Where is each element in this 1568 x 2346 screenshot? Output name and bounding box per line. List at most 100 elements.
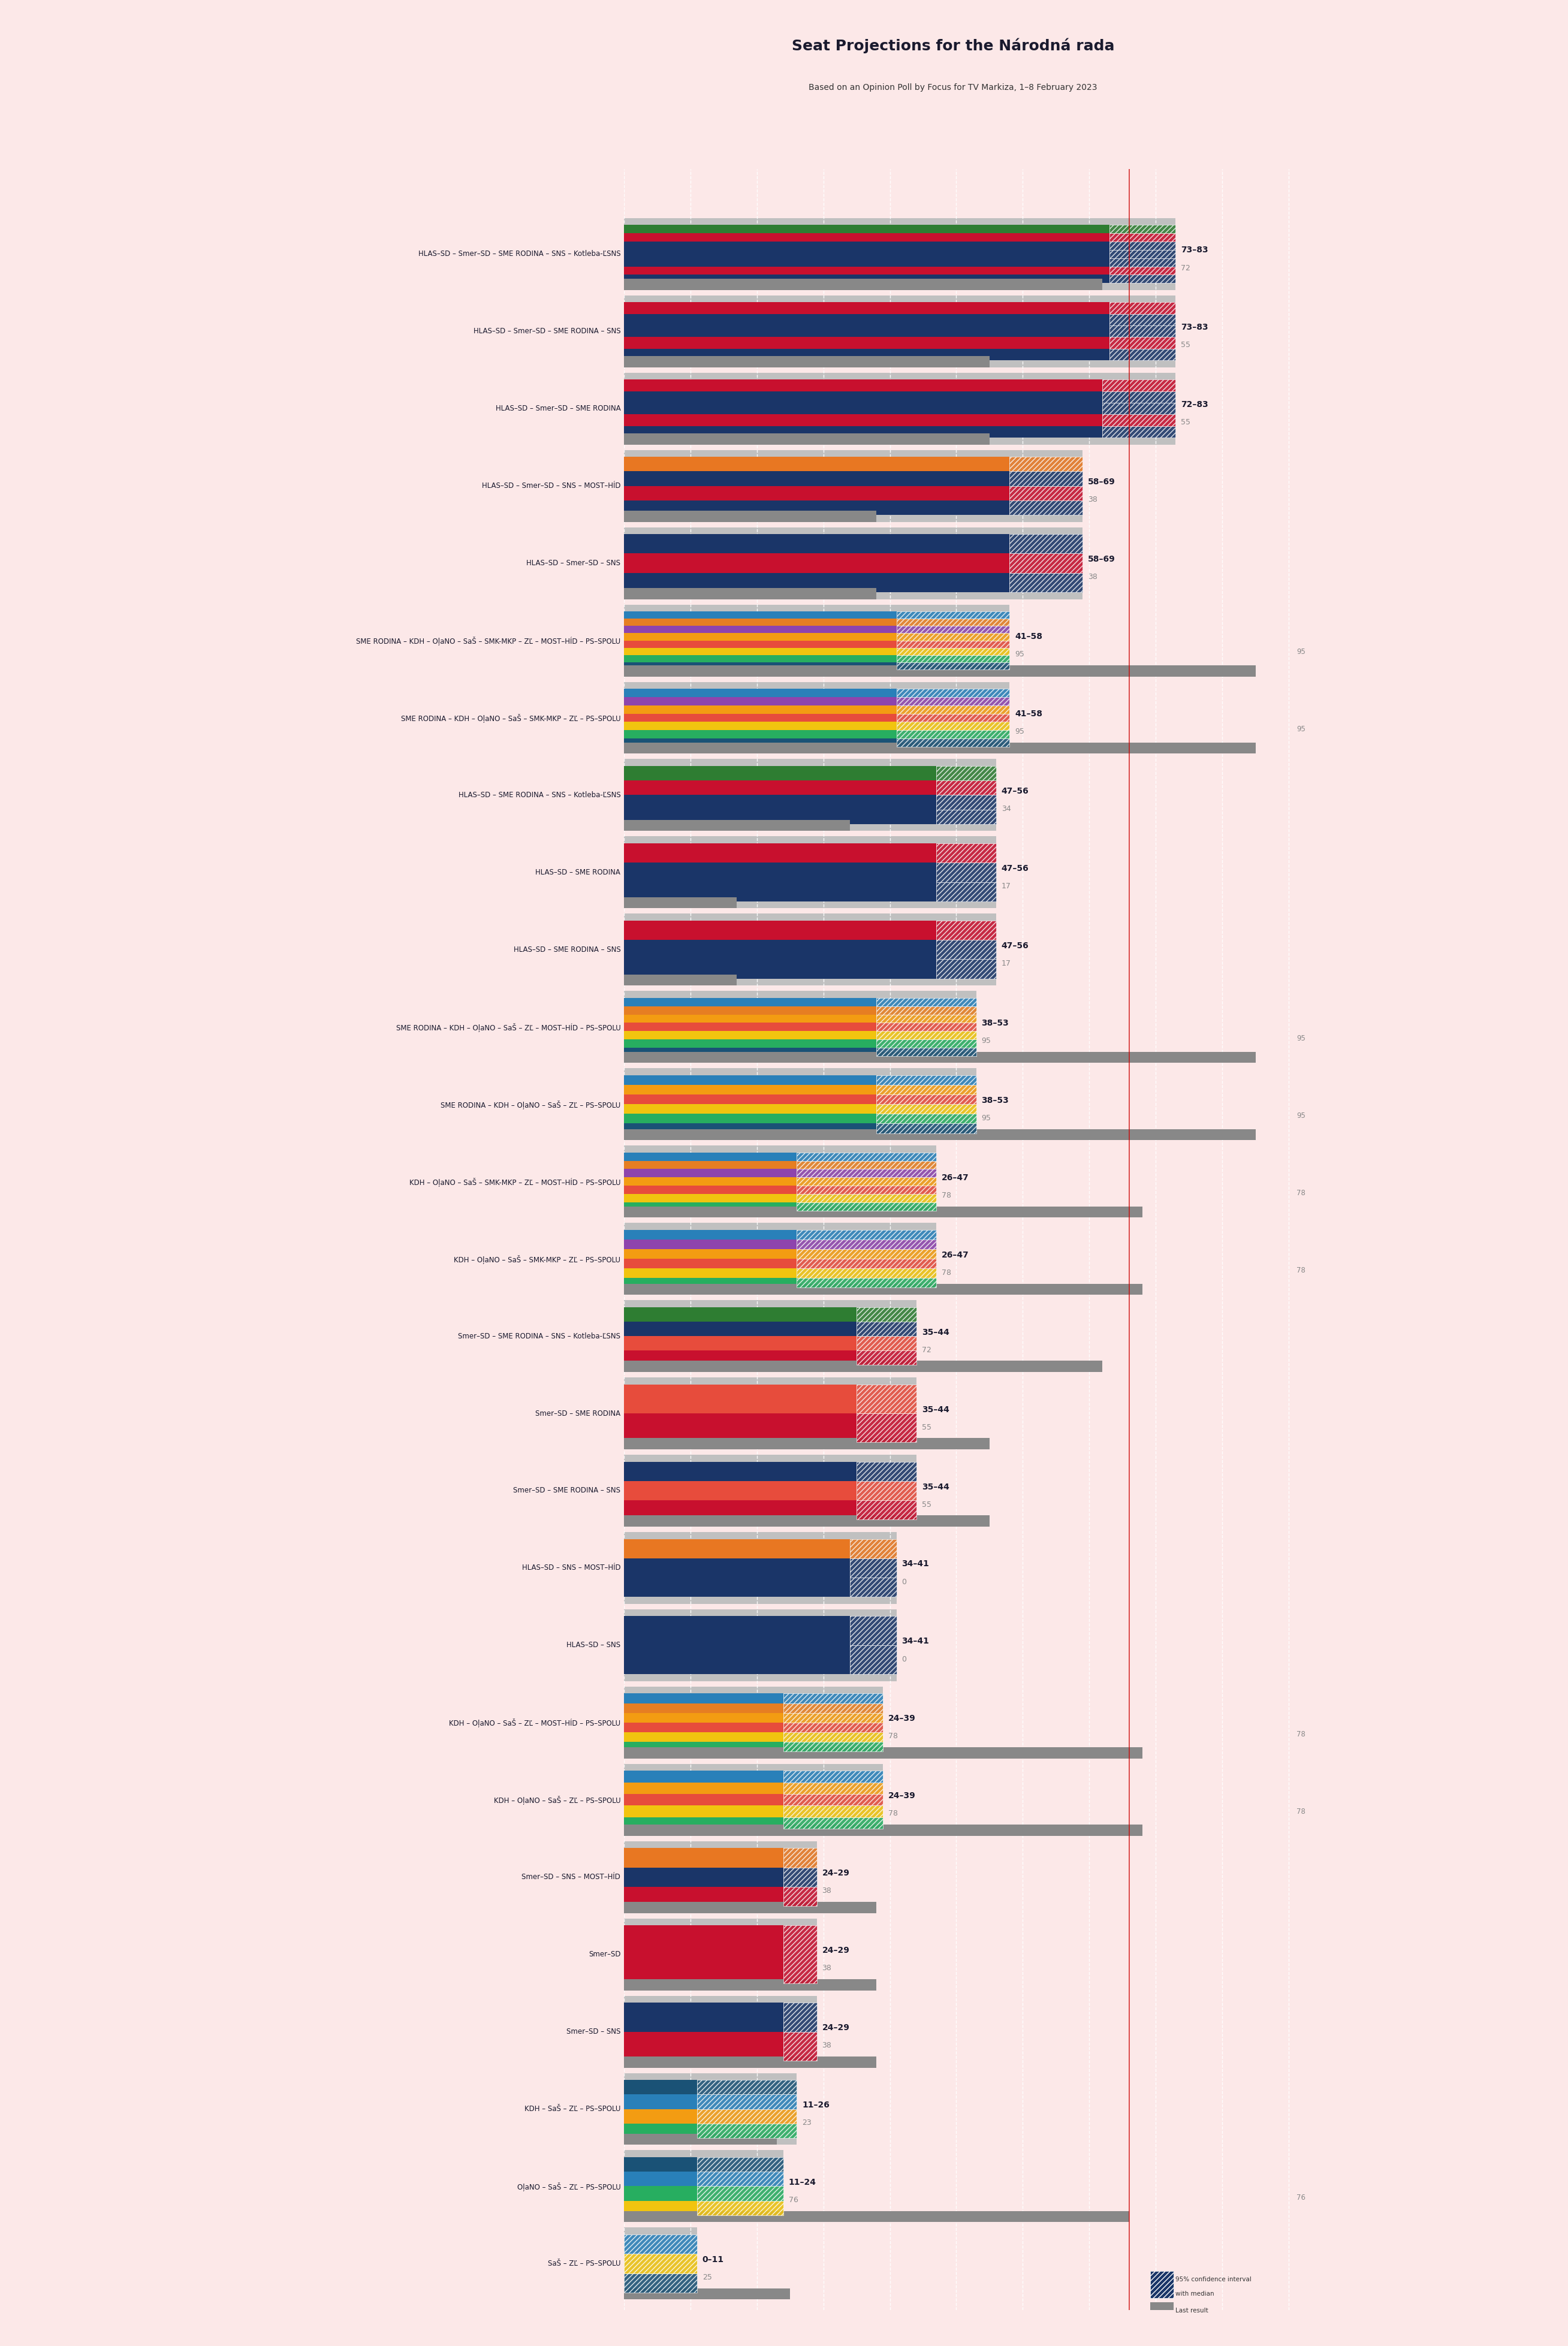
Bar: [624, 997, 877, 1006]
Bar: [624, 723, 897, 730]
Bar: [856, 1480, 916, 1501]
Text: Smer–SD: Smer–SD: [588, 1950, 621, 1959]
Text: 95: 95: [1014, 727, 1024, 737]
Bar: [624, 1194, 797, 1201]
Text: 95: 95: [1297, 647, 1306, 657]
Bar: [624, 809, 936, 823]
Bar: [624, 528, 1082, 598]
Text: 35–44: 35–44: [922, 1328, 949, 1337]
Bar: [624, 896, 737, 908]
Bar: [877, 1096, 977, 1105]
Bar: [797, 1260, 936, 1269]
Text: 95: 95: [1297, 1112, 1306, 1119]
Bar: [624, 350, 1109, 361]
Bar: [624, 1067, 977, 1140]
Bar: [936, 809, 996, 823]
Bar: [1010, 500, 1082, 514]
Text: HLAS–SD – SME RODINA – SNS: HLAS–SD – SME RODINA – SNS: [513, 945, 621, 952]
Bar: [850, 1539, 897, 1558]
Bar: [624, 640, 897, 647]
Bar: [1102, 392, 1176, 404]
Bar: [624, 1300, 916, 1372]
Text: 38: 38: [822, 2041, 831, 2050]
Bar: [624, 2135, 776, 2144]
Text: SME RODINA – KDH – OļaNO – SaŠ – ZĽ – PS–SPOLU: SME RODINA – KDH – OļaNO – SaŠ – ZĽ – PS…: [441, 1100, 621, 1110]
Bar: [877, 1023, 977, 1030]
Text: SME RODINA – KDH – OļaNO – SaŠ – SMK-MKP – ZĽ – MOST–HÍD – PS–SPOLU: SME RODINA – KDH – OļaNO – SaŠ – SMK-MKP…: [356, 636, 621, 645]
Text: Smer–SD – SME RODINA: Smer–SD – SME RODINA: [535, 1410, 621, 1417]
Bar: [1109, 242, 1176, 251]
Bar: [936, 863, 996, 882]
Bar: [698, 2158, 784, 2172]
Text: 55: 55: [922, 1424, 931, 1431]
Bar: [936, 795, 996, 809]
Text: 72–83: 72–83: [1181, 401, 1209, 408]
Text: Smer–SD – SNS: Smer–SD – SNS: [566, 2027, 621, 2036]
Text: HLAS–SD – SNS – MOST–HÍD: HLAS–SD – SNS – MOST–HÍD: [522, 1565, 621, 1572]
Bar: [624, 2233, 698, 2255]
Text: HLAS–SD – SME RODINA: HLAS–SD – SME RODINA: [536, 868, 621, 877]
Bar: [624, 1049, 877, 1056]
Bar: [624, 612, 897, 619]
Bar: [856, 1462, 916, 1480]
Bar: [624, 713, 897, 723]
Bar: [624, 338, 1109, 350]
Bar: [784, 1722, 883, 1731]
Bar: [1010, 457, 1082, 472]
Bar: [784, 1713, 883, 1722]
Bar: [624, 1260, 797, 1269]
Bar: [624, 1577, 850, 1598]
Text: with median: with median: [1176, 2292, 1214, 2297]
Bar: [624, 842, 936, 863]
Bar: [624, 647, 897, 655]
Bar: [784, 1703, 883, 1713]
Text: 24–29: 24–29: [822, 1870, 850, 1877]
Bar: [624, 767, 936, 781]
Text: HLAS–SD – Smer–SD – SME RODINA: HLAS–SD – Smer–SD – SME RODINA: [495, 406, 621, 413]
Bar: [624, 2095, 698, 2109]
Bar: [897, 662, 1010, 669]
Bar: [624, 882, 936, 901]
Text: 78: 78: [889, 1809, 898, 1818]
Bar: [624, 1867, 784, 1886]
Bar: [624, 1161, 797, 1168]
Bar: [877, 1114, 977, 1124]
Bar: [624, 232, 1109, 242]
Text: KDH – OļaNO – SaŠ – ZĽ – PS–SPOLU: KDH – OļaNO – SaŠ – ZĽ – PS–SPOLU: [494, 1795, 621, 1804]
Text: 11–24: 11–24: [789, 2177, 817, 2186]
Bar: [877, 1074, 977, 1084]
Bar: [624, 1269, 797, 1279]
Text: 73–83: 73–83: [1181, 246, 1209, 253]
Bar: [624, 1903, 877, 1912]
Bar: [624, 1748, 1143, 1759]
Bar: [624, 500, 1010, 514]
Bar: [624, 511, 877, 521]
Text: 24–39: 24–39: [889, 1715, 916, 1722]
Text: 95: 95: [1297, 725, 1306, 734]
Text: Smer–SD – SME RODINA – SNS – Kotleba-ĽSNS: Smer–SD – SME RODINA – SNS – Kotleba-ĽSN…: [458, 1333, 621, 1340]
Bar: [897, 730, 1010, 739]
Text: 95: 95: [1297, 1035, 1306, 1042]
Bar: [624, 1084, 877, 1096]
Text: 41–58: 41–58: [1014, 633, 1043, 640]
Bar: [897, 655, 1010, 662]
Bar: [698, 2186, 784, 2201]
Bar: [797, 1201, 936, 1211]
Bar: [850, 1558, 897, 1577]
Bar: [897, 690, 1010, 697]
Text: 55: 55: [922, 1501, 931, 1508]
Bar: [856, 1351, 916, 1365]
Bar: [897, 697, 1010, 706]
Bar: [897, 723, 1010, 730]
Bar: [624, 1818, 784, 1830]
Bar: [624, 415, 1102, 427]
Bar: [624, 1703, 784, 1713]
Bar: [698, 2172, 784, 2186]
Text: 72: 72: [1181, 265, 1190, 272]
Bar: [897, 612, 1010, 619]
Bar: [856, 1321, 916, 1337]
Bar: [624, 427, 1102, 439]
Bar: [624, 404, 1102, 415]
Bar: [1109, 350, 1176, 361]
Bar: [624, 373, 1176, 443]
